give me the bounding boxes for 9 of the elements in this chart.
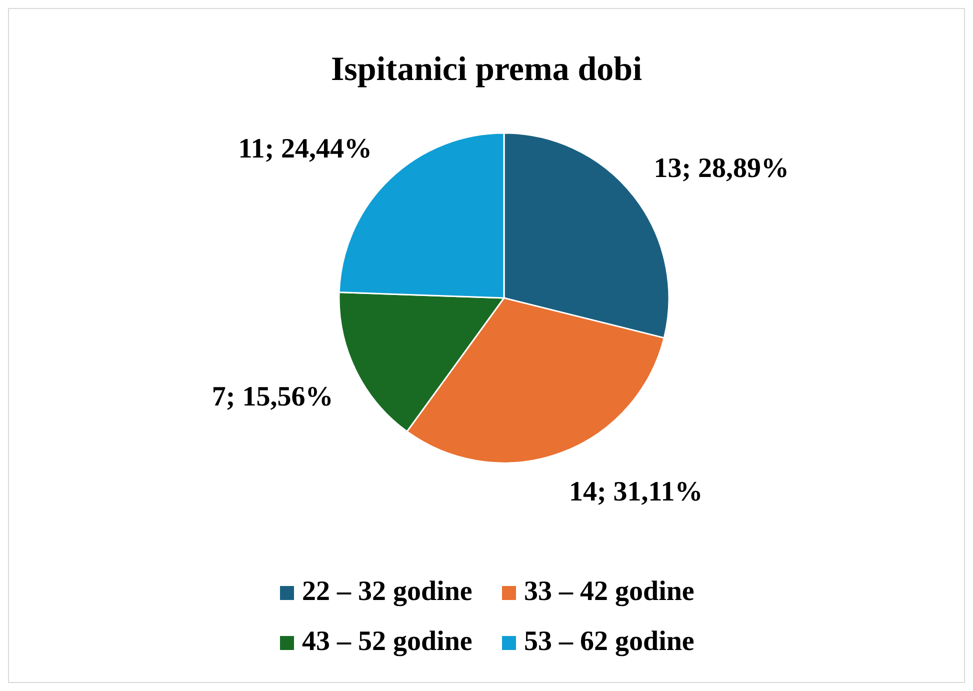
data-label: 14; 31,11% (568, 476, 703, 508)
data-label: 13; 28,89% (654, 153, 790, 184)
legend-label: 43 – 52 godine (302, 626, 472, 657)
chart-title: Ispitanici prema dobi (330, 51, 642, 88)
legend-label: 53 – 62 godine (524, 626, 694, 657)
data-label: 7; 15,56% (212, 381, 334, 412)
data-label: 11; 24,44% (238, 133, 372, 164)
legend-label: 33 – 42 godine (524, 576, 694, 607)
legend-label: 22 – 32 godine (302, 576, 472, 607)
